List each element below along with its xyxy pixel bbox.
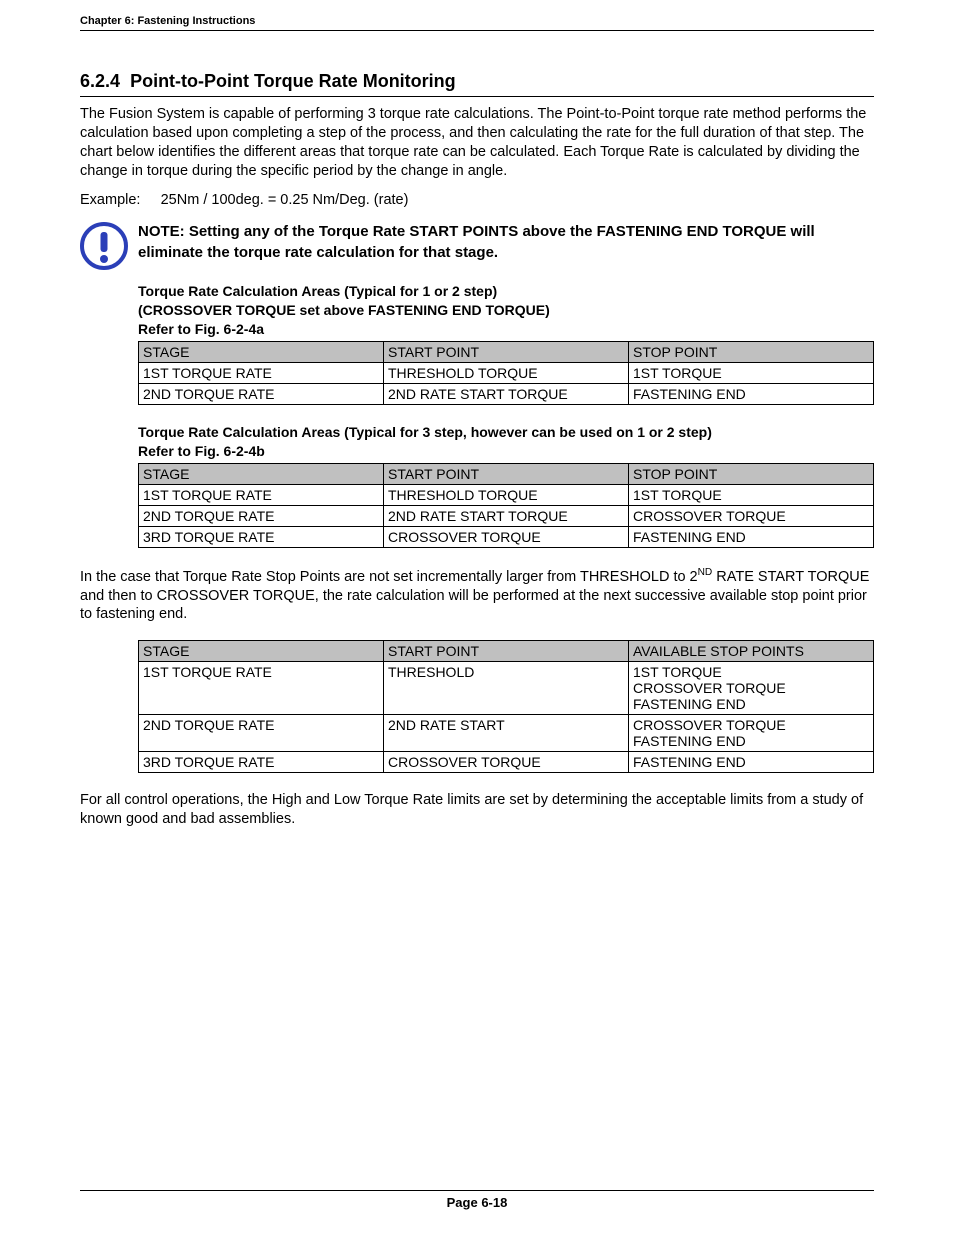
table-cell: THRESHOLD TORQUE [384, 484, 629, 505]
example-value: 25Nm / 100deg. = 0.25 Nm/Deg. (rate) [161, 192, 409, 208]
table-cell: 2ND TORQUE RATE [139, 715, 384, 752]
table-cell: 1ST TORQUE [629, 363, 874, 384]
column-header: STOP POINT [629, 463, 874, 484]
column-header: STAGE [139, 641, 384, 662]
table-row: 3RD TORQUE RATECROSSOVER TORQUEFASTENING… [139, 752, 874, 773]
closing-paragraph: For all control operations, the High and… [80, 791, 874, 829]
table-cell: 1ST TORQUE RATE [139, 662, 384, 715]
table-cell: CROSSOVER TORQUE [629, 505, 874, 526]
table-cell: 1ST TORQUE RATE [139, 484, 384, 505]
table-cell: 3RD TORQUE RATE [139, 526, 384, 547]
column-header: START POINT [384, 641, 629, 662]
alert-icon [80, 222, 128, 270]
table-row: 3RD TORQUE RATECROSSOVER TORQUEFASTENING… [139, 526, 874, 547]
table-cell: FASTENING END [629, 752, 874, 773]
table-cell: 2ND TORQUE RATE [139, 384, 384, 405]
example-line: Example: 25Nm / 100deg. = 0.25 Nm/Deg. (… [80, 192, 874, 208]
table-cell: 3RD TORQUE RATE [139, 752, 384, 773]
note-text: NOTE: Setting any of the Torque Rate STA… [138, 222, 874, 270]
table-row: 1ST TORQUE RATETHRESHOLD TORQUE1ST TORQU… [139, 484, 874, 505]
table-row: 1ST TORQUE RATETHRESHOLD TORQUE1ST TORQU… [139, 363, 874, 384]
table-row: 2ND TORQUE RATE2ND RATE START TORQUECROS… [139, 505, 874, 526]
table3: STAGESTART POINTAVAILABLE STOP POINTS 1S… [138, 640, 874, 773]
table-cell: 1ST TORQUE [629, 484, 874, 505]
table2-caption: Torque Rate Calculation Areas (Typical f… [138, 423, 874, 461]
column-header: START POINT [384, 342, 629, 363]
section-title-text: Point-to-Point Torque Rate Monitoring [130, 71, 456, 91]
page-header: Chapter 6: Fastening Instructions [80, 15, 874, 31]
column-header: START POINT [384, 463, 629, 484]
section-heading: 6.2.4 Point-to-Point Torque Rate Monitor… [80, 71, 874, 97]
column-header: STAGE [139, 463, 384, 484]
table-cell: 2ND TORQUE RATE [139, 505, 384, 526]
table1: STAGESTART POINTSTOP POINT 1ST TORQUE RA… [138, 341, 874, 405]
page-footer: Page 6-18 [80, 1190, 874, 1210]
table-cell: FASTENING END [629, 526, 874, 547]
table2: STAGESTART POINTSTOP POINT 1ST TORQUE RA… [138, 463, 874, 548]
table-cell: FASTENING END [629, 384, 874, 405]
intro-paragraph: The Fusion System is capable of performi… [80, 105, 874, 180]
table-cell: THRESHOLD [384, 662, 629, 715]
table-cell: 2ND RATE START [384, 715, 629, 752]
table-cell: 1ST TORQUECROSSOVER TORQUEFASTENING END [629, 662, 874, 715]
table-cell: THRESHOLD TORQUE [384, 363, 629, 384]
table-cell: 2ND RATE START TORQUE [384, 505, 629, 526]
table-cell: 2ND RATE START TORQUE [384, 384, 629, 405]
column-header: STOP POINT [629, 342, 874, 363]
table-cell: CROSSOVER TORQUE [384, 526, 629, 547]
table-cell: CROSSOVER TORQUE [384, 752, 629, 773]
table1-caption: Torque Rate Calculation Areas (Typical f… [138, 282, 874, 339]
table-row: 2ND TORQUE RATE2ND RATE START TORQUEFAST… [139, 384, 874, 405]
example-label: Example: [80, 192, 140, 208]
table-cell: 1ST TORQUE RATE [139, 363, 384, 384]
table-row: 2ND TORQUE RATE2ND RATE STARTCROSSOVER T… [139, 715, 874, 752]
column-header: STAGE [139, 342, 384, 363]
section-number: 6.2.4 [80, 71, 120, 91]
table-cell: CROSSOVER TORQUEFASTENING END [629, 715, 874, 752]
column-header: AVAILABLE STOP POINTS [629, 641, 874, 662]
mid-paragraph: In the case that Torque Rate Stop Points… [80, 566, 874, 624]
table-row: 1ST TORQUE RATETHRESHOLD1ST TORQUECROSSO… [139, 662, 874, 715]
